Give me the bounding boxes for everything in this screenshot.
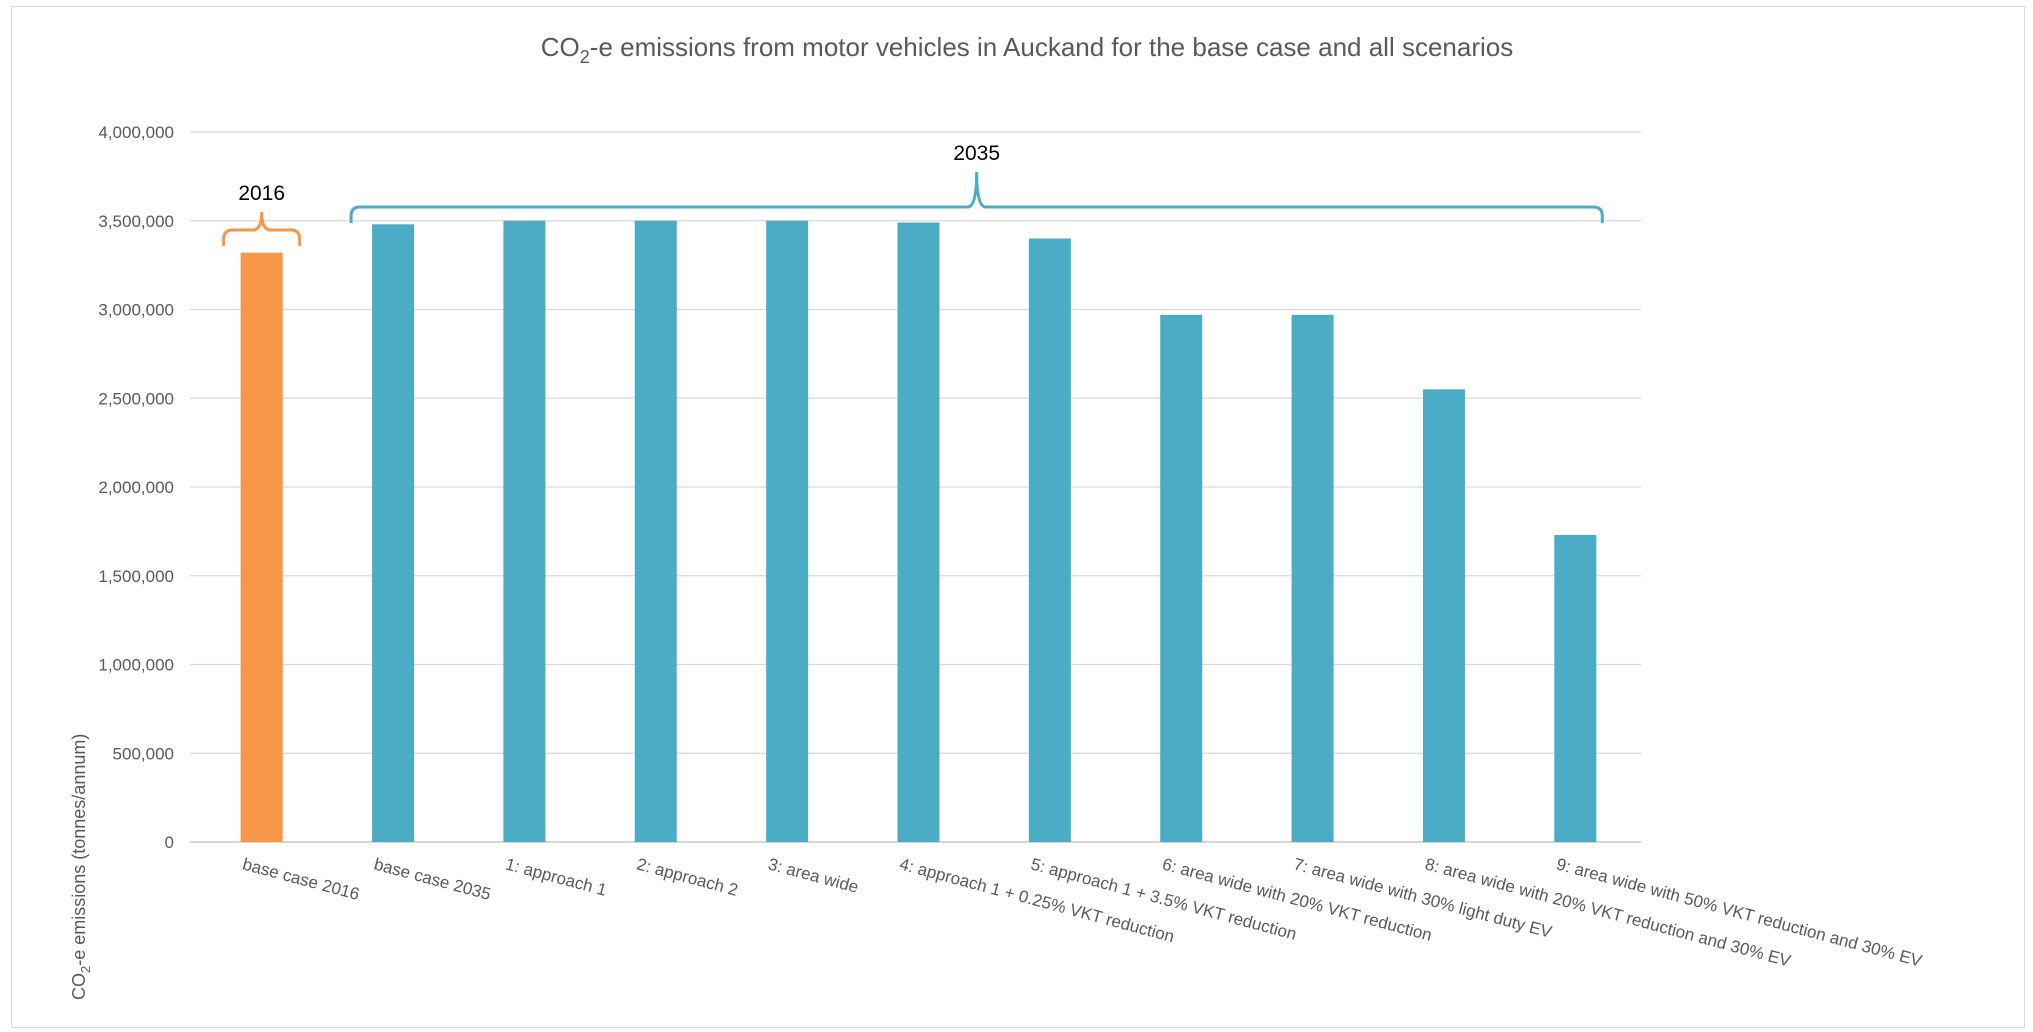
x-tick-label: base case 2016: [241, 855, 362, 904]
y-axis-tick-labels: 0 500,000 1,000,000 1,500,000 2,000,000 2,500…: [98, 123, 174, 852]
y-tick-label: 500,000: [113, 744, 174, 763]
bar: [1554, 534, 1597, 842]
y-axis-title: CO2-e emissions (tonnes/annum): [69, 734, 93, 1000]
y-tick-label: 3,500,000: [98, 212, 174, 231]
y-tick-label: 3,000,000: [98, 301, 174, 320]
bar: [1028, 238, 1071, 842]
chart-title: CO2-e emissions from motor vehicles in A…: [541, 32, 1513, 67]
year-bracket: [349, 171, 1604, 223]
gridlines: [190, 131, 1641, 843]
x-tick-label: 2: approach 2: [635, 855, 740, 900]
bar: [503, 220, 546, 842]
bar: [240, 252, 283, 842]
y-tick-label: 2,500,000: [98, 389, 174, 408]
bar: [766, 220, 809, 842]
bar: [1422, 389, 1465, 842]
year-brackets: 2016 2035: [222, 142, 1604, 246]
x-axis-category-labels: base case 2016 base case 2035 1: approach …: [241, 855, 1925, 971]
year-bracket-label: 2035: [953, 142, 1000, 165]
year-bracket: [222, 211, 302, 246]
y-tick-label: 1,000,000: [98, 656, 174, 675]
bar: [1160, 314, 1203, 842]
bar: [897, 222, 940, 842]
chart-frame: [11, 6, 2025, 1028]
x-tick-label: 3: area wide: [766, 855, 860, 897]
bar: [1291, 314, 1334, 842]
y-tick-label: 1,500,000: [98, 567, 174, 586]
bar: [372, 224, 415, 843]
y-tick-label: 2,000,000: [98, 478, 174, 497]
y-tick-label: 4,000,000: [98, 123, 174, 142]
x-tick-label: base case 2035: [372, 855, 493, 904]
year-bracket-label: 2016: [238, 182, 285, 205]
x-tick-label: 1: approach 1: [503, 855, 608, 900]
y-tick-label: 0: [165, 833, 174, 852]
bars: [240, 220, 1597, 843]
bar: [634, 220, 677, 842]
